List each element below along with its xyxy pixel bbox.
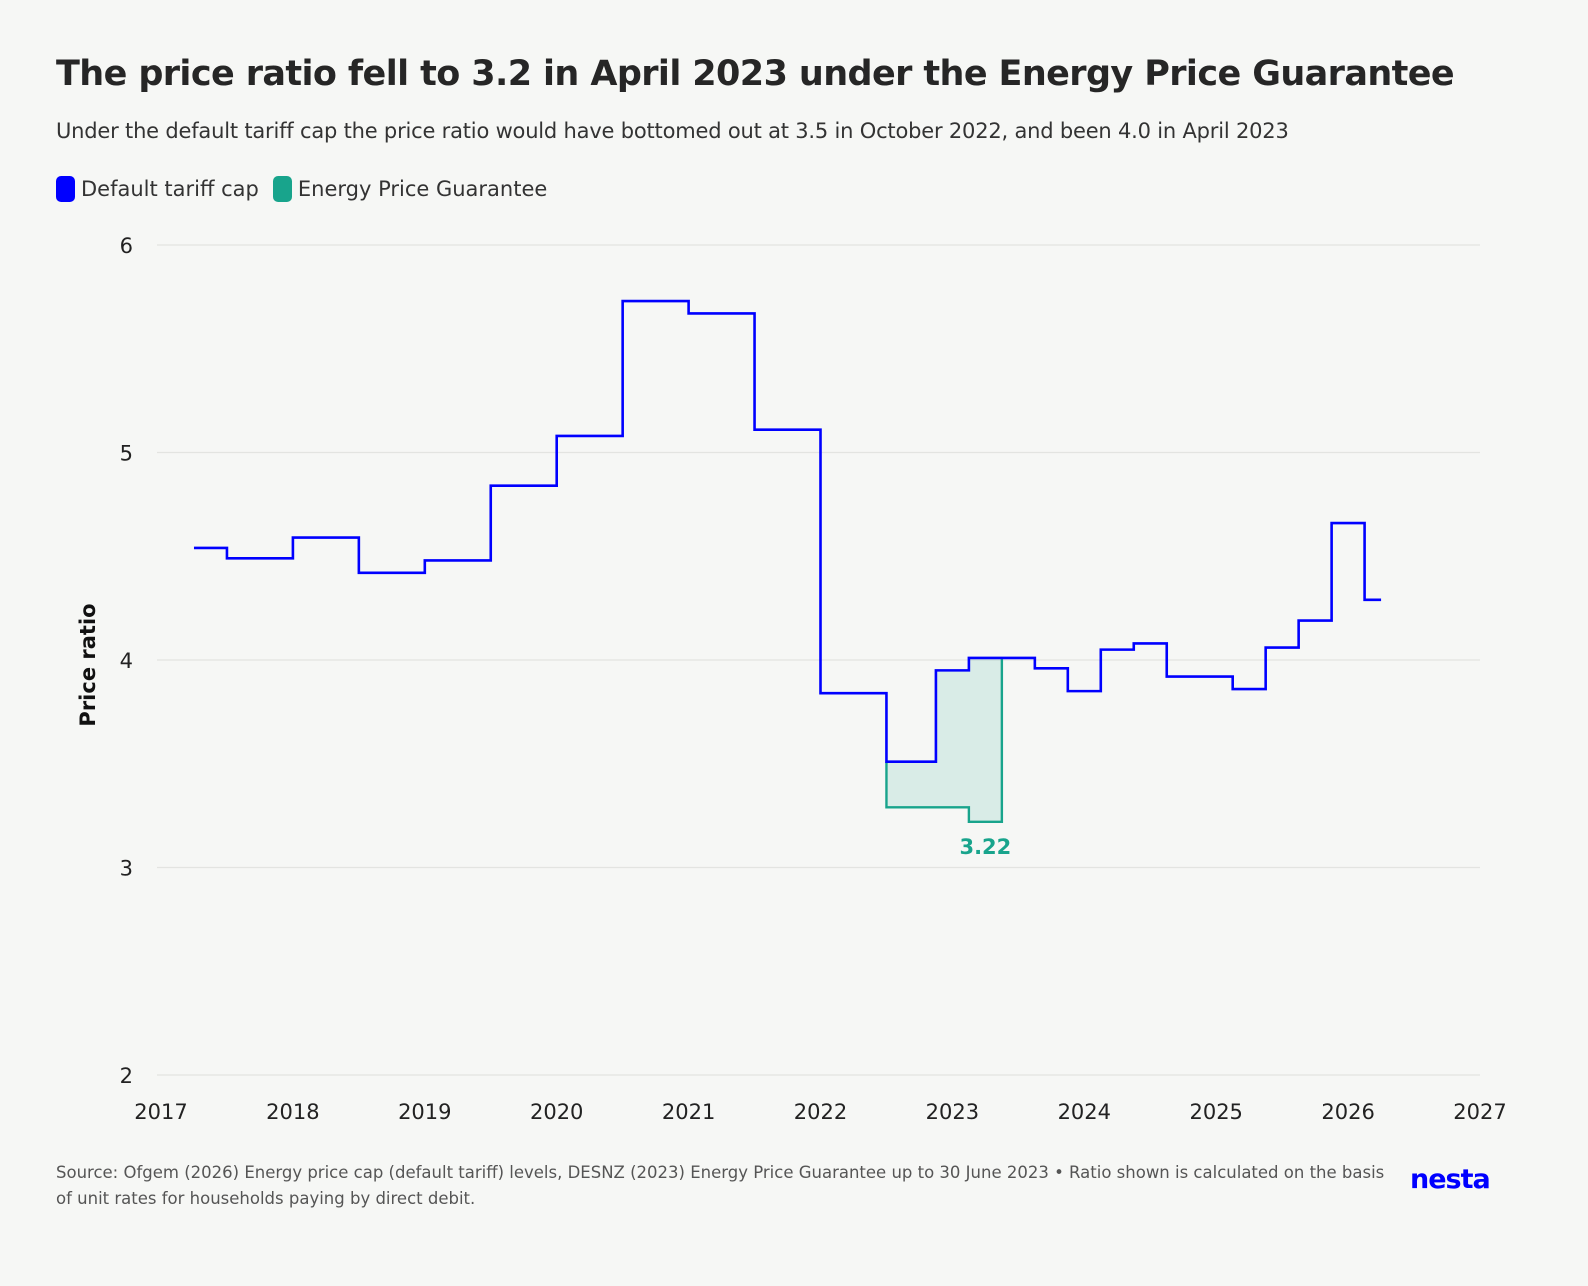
x-tick-label-2021: 2021 (662, 1100, 715, 1124)
x-tick-label-2027: 2027 (1453, 1100, 1506, 1124)
legend: Default tariff cap Energy Price Guarante… (56, 176, 547, 202)
y-tick-label-4: 4 (120, 649, 133, 673)
y-axis-label: Price ratio (76, 603, 100, 726)
legend-label-default-tariff-cap: Default tariff cap (81, 177, 259, 201)
legend-item-energy-price-guarantee: Energy Price Guarantee (272, 176, 548, 202)
y-tick-label-5: 5 (120, 442, 133, 466)
x-tick-label-2018: 2018 (266, 1100, 319, 1124)
x-tick-label-2023: 2023 (926, 1100, 979, 1124)
series-line-default-tariff-cap (193, 299, 1382, 763)
x-tick-label-2020: 2020 (530, 1100, 583, 1124)
y-tick-label-2: 2 (120, 1064, 133, 1088)
x-tick-label-2025: 2025 (1189, 1100, 1242, 1124)
source-note: Source: Ofgem (2026) Energy price cap (d… (56, 1163, 1385, 1208)
chart-subtitle: Under the default tariff cap the price r… (56, 119, 1289, 143)
x-tick-label-2026: 2026 (1321, 1100, 1374, 1124)
annotation-epg-low: 3.22 (959, 835, 1011, 859)
y-tick-label-6: 6 (120, 234, 133, 258)
epg-savings-area (886, 657, 1002, 822)
series-line-energy-price-guarantee (885, 657, 1004, 824)
x-tick-label-2024: 2024 (1058, 1100, 1111, 1124)
x-tick-label-2017: 2017 (134, 1100, 187, 1124)
legend-item-default-tariff-cap: Default tariff cap (56, 176, 259, 202)
nesta-logo: nesta (1410, 1164, 1491, 1195)
legend-swatch-default-tariff-cap (56, 176, 75, 202)
legend-swatch-energy-price-guarantee (272, 176, 292, 202)
chart-title: The price ratio fell to 3.2 in April 202… (56, 54, 1455, 94)
x-tick-label-2019: 2019 (398, 1100, 451, 1124)
y-tick-label-3: 3 (120, 857, 133, 881)
x-tick-label-2022: 2022 (794, 1100, 847, 1124)
legend-label-energy-price-guarantee: Energy Price Guarantee (297, 177, 548, 201)
